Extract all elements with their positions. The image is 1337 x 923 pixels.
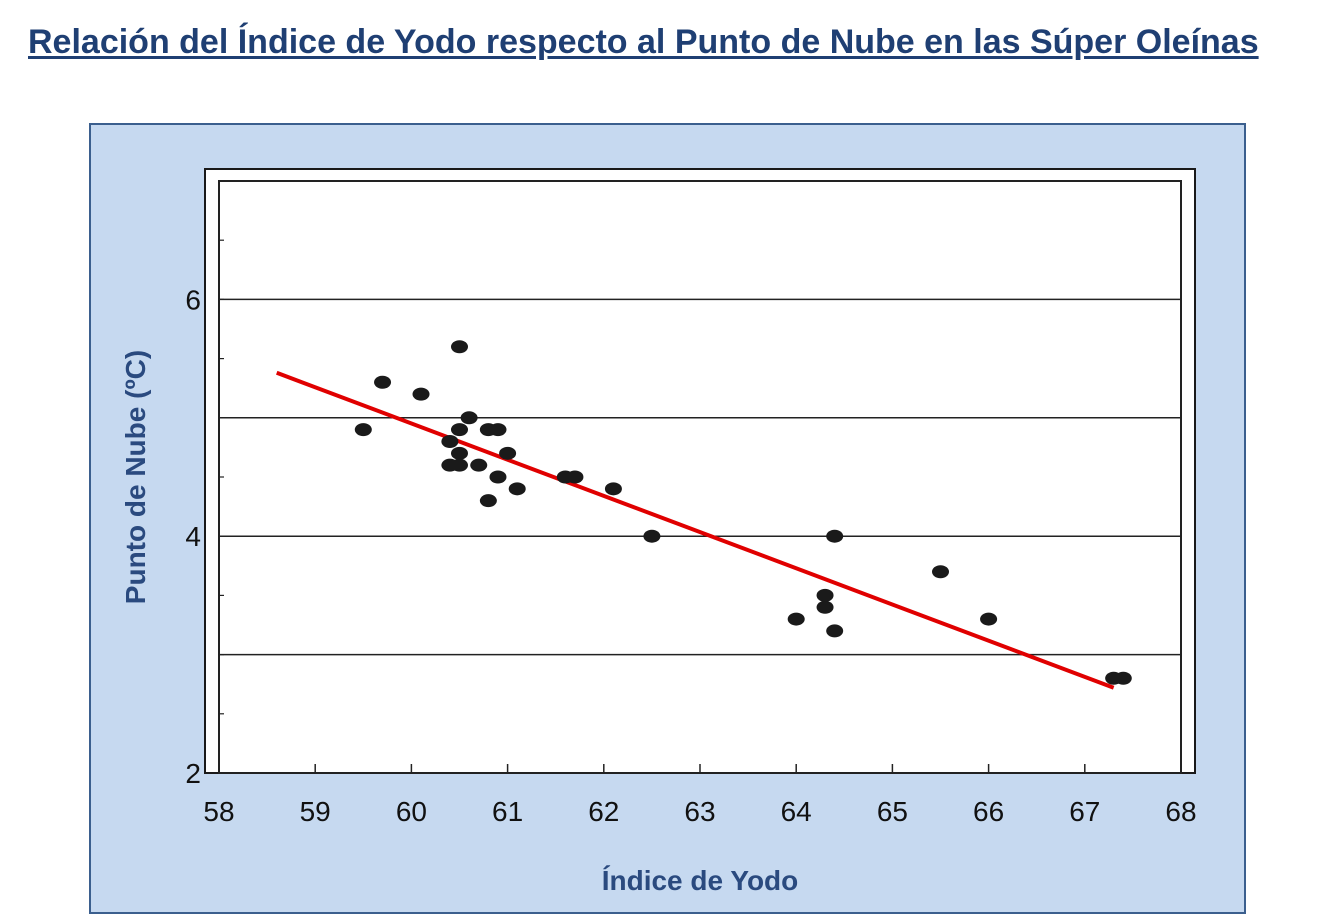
y-tick-label: 6 bbox=[185, 284, 201, 315]
trendline bbox=[276, 370, 1115, 690]
scatter-chart: 58 59 60 61 62 63 64 65 66 67 68 2 4 6 Índice de Yodo… bbox=[120, 168, 1197, 896]
data-point bbox=[354, 423, 372, 437]
x-tick-label: 65 bbox=[877, 796, 908, 827]
data-point bbox=[470, 458, 488, 472]
data-point bbox=[508, 482, 526, 496]
chart-frame: 58 59 60 61 62 63 64 65 66 67 68 2 4 6 Índice de Yodo… bbox=[89, 123, 1246, 914]
data-point bbox=[980, 612, 998, 626]
data-point bbox=[787, 612, 805, 626]
x-tick-label: 61 bbox=[492, 796, 523, 827]
data-point bbox=[604, 482, 622, 496]
y-tick-label: 4 bbox=[185, 521, 201, 552]
data-point bbox=[479, 494, 497, 508]
data-point bbox=[826, 624, 844, 638]
x-tick-label: 67 bbox=[1069, 796, 1100, 827]
x-tick-label: 64 bbox=[781, 796, 812, 827]
data-point bbox=[816, 600, 834, 614]
data-point bbox=[489, 423, 507, 437]
x-axis-title: Índice de Yodo bbox=[602, 865, 799, 896]
y-axis-title: Punto de Nube (ºC) bbox=[120, 350, 151, 604]
data-point bbox=[451, 458, 468, 472]
x-tick-label: 62 bbox=[588, 796, 619, 827]
data-point bbox=[374, 375, 392, 389]
x-tick-label: 68 bbox=[1165, 796, 1196, 827]
data-point bbox=[412, 387, 430, 401]
data-point bbox=[499, 446, 517, 460]
data-point bbox=[816, 588, 834, 602]
x-tick-label: 63 bbox=[684, 796, 715, 827]
data-point bbox=[451, 340, 468, 354]
data-point bbox=[451, 446, 468, 460]
data-point bbox=[643, 529, 661, 543]
x-tick-label: 60 bbox=[396, 796, 427, 827]
tick-labels: 58 59 60 61 62 63 64 65 66 67 68 2 4 6 bbox=[185, 284, 1196, 827]
data-point bbox=[932, 565, 949, 579]
data-point bbox=[460, 411, 478, 425]
plot-area bbox=[204, 168, 1196, 774]
y-tick-label: 2 bbox=[185, 758, 201, 789]
x-tick-label: 66 bbox=[973, 796, 1004, 827]
data-point bbox=[1114, 671, 1132, 685]
data-point bbox=[441, 434, 459, 448]
data-point bbox=[451, 423, 468, 437]
data-points bbox=[354, 340, 1132, 685]
slide-title: Relación del Índice de Yodo respecto al … bbox=[28, 23, 1259, 61]
trendline-layer bbox=[276, 370, 1115, 690]
x-tick-label: 58 bbox=[203, 796, 234, 827]
x-tick-label: 59 bbox=[300, 796, 331, 827]
data-point bbox=[826, 529, 844, 543]
data-point bbox=[566, 470, 584, 484]
data-point bbox=[489, 470, 507, 484]
